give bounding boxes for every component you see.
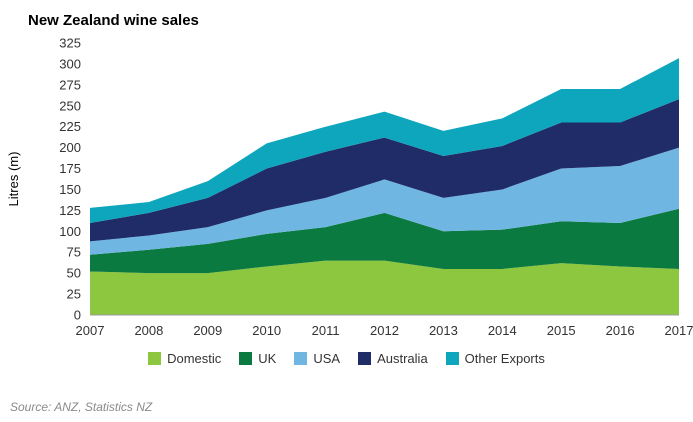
- legend-label: UK: [258, 351, 277, 366]
- x-tick-label: 2017: [665, 323, 693, 338]
- y-tick-label: 225: [59, 119, 81, 134]
- x-tick-label: 2016: [606, 323, 635, 338]
- x-tick-label: 2007: [76, 323, 105, 338]
- stacked-area-chart: 0 25 50 75 100 125 150 175 200 225 250 275 300 325 200…: [6, 36, 693, 339]
- source-note: Source: ANZ, Statistics NZ: [10, 400, 153, 414]
- chart-title: New Zealand wine sales: [28, 12, 199, 29]
- y-axis-title: Litres (m): [6, 152, 21, 207]
- legend-swatch: [148, 352, 162, 365]
- x-tick-label: 2010: [252, 323, 281, 338]
- x-tick-label: 2015: [547, 323, 576, 338]
- legend-item-australia: Australia: [358, 351, 428, 366]
- y-tick-label: 300: [59, 56, 81, 71]
- chart-legend: Domestic UK USA Australia Other Exports: [0, 351, 693, 366]
- y-tick-label: 75: [67, 245, 81, 260]
- legend-item-uk: UK: [239, 351, 276, 366]
- y-tick-label: 200: [59, 140, 81, 155]
- area-usa: [90, 147, 679, 255]
- y-tick-label: 125: [59, 203, 81, 218]
- y-tick-label: 325: [59, 36, 81, 51]
- legend-swatch: [358, 352, 372, 365]
- y-tick-label: 250: [59, 98, 81, 113]
- chart-area: 0 25 50 75 100 125 150 175 200 225 250 275 300 325 200…: [0, 31, 693, 349]
- y-tick-label: 175: [59, 161, 81, 176]
- legend-label: USA: [313, 351, 341, 366]
- legend-label: Australia: [377, 351, 428, 366]
- x-tick-label: 2011: [312, 323, 340, 338]
- area-australia: [90, 99, 679, 242]
- legend-label: Other Exports: [464, 351, 545, 366]
- x-tick-label: 2008: [134, 323, 163, 338]
- legend-swatch: [294, 352, 308, 365]
- x-tick-label: 2013: [429, 323, 458, 338]
- x-tick-label: 2009: [193, 323, 222, 338]
- y-tick-label: 50: [67, 266, 81, 281]
- legend-swatch: [239, 352, 253, 365]
- y-tick-label: 100: [59, 224, 81, 239]
- x-tick-label: 2012: [370, 323, 399, 338]
- y-tick-label: 25: [67, 287, 81, 302]
- area-domestic: [90, 260, 679, 315]
- legend-item-domestic: Domestic: [148, 351, 221, 366]
- area-other-exports: [90, 58, 679, 223]
- legend-label: Domestic: [167, 351, 222, 366]
- legend-item-usa: USA: [294, 351, 340, 366]
- y-tick-label: 0: [74, 308, 81, 323]
- y-tick-label: 275: [59, 77, 81, 92]
- area-uk: [90, 208, 679, 274]
- legend-item-other-exports: Other Exports: [445, 351, 545, 366]
- y-tick-label: 150: [59, 182, 81, 197]
- x-tick-label: 2014: [488, 323, 517, 338]
- legend-swatch: [445, 352, 459, 365]
